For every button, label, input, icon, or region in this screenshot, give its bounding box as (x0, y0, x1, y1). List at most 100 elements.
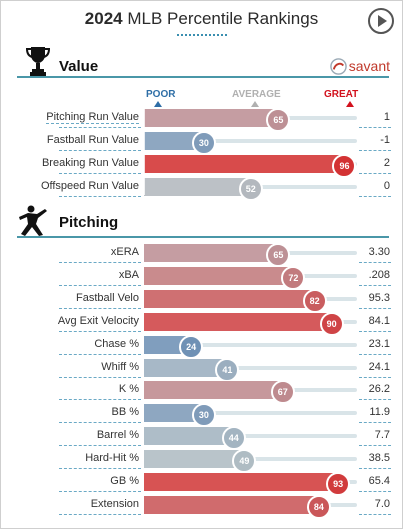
metric-label: BB % (111, 406, 139, 419)
row-divider-left (59, 173, 141, 174)
percentile-bubble[interactable]: 41 (215, 357, 240, 382)
row-divider-right (359, 330, 391, 332)
percentile-bar (144, 404, 204, 423)
percentile-bubble[interactable]: 82 (302, 288, 327, 313)
row-divider-right (359, 513, 391, 515)
percentile-bubble[interactable]: 67 (270, 380, 295, 405)
metric-label: Avg Exit Velocity (57, 314, 139, 327)
metric-label: xBA (118, 268, 139, 281)
percentile-bar (144, 109, 279, 127)
percentile-bar (144, 381, 283, 400)
scale-guide-left (144, 107, 145, 195)
metric-label: Chase % (94, 337, 139, 350)
percentile-track (144, 411, 357, 416)
metric-row: K % 67 26.2 (1, 380, 402, 405)
metric-label: Whiff % (101, 360, 139, 373)
percentile-bubble[interactable]: 65 (266, 108, 291, 132)
percentile-track (144, 139, 357, 143)
metric-label: Fastball Run Value (46, 134, 139, 146)
percentile-bar (144, 473, 339, 491)
metric-value: 65.4 (368, 475, 390, 487)
row-divider-right (359, 307, 391, 309)
row-divider-right (359, 127, 391, 128)
percentile-bubble[interactable]: 24 (179, 334, 204, 359)
percentile-bubble[interactable]: 93 (326, 472, 351, 496)
percentile-bar (144, 178, 251, 196)
row-divider-left (59, 150, 141, 151)
metric-value: .208 (368, 268, 390, 281)
scale-great-arrow (346, 101, 354, 107)
row-divider-right (359, 422, 391, 424)
row-divider-left (59, 468, 141, 470)
row-divider-left (59, 307, 141, 309)
row-divider-left (59, 196, 141, 197)
savant-link[interactable]: savant (329, 58, 390, 75)
percentile-bar (144, 266, 294, 285)
percentile-bubble[interactable]: 84 (306, 494, 331, 519)
metric-value: 84.1 (368, 314, 390, 327)
percentile-bubble[interactable]: 30 (191, 403, 216, 428)
section-rule-value (17, 76, 389, 78)
percentile-bubble[interactable]: 90 (319, 311, 344, 336)
metric-row: BB % 30 11.9 (1, 403, 402, 428)
percentile-bar (144, 427, 234, 446)
metric-row: Barrel % 44 7.7 (1, 426, 402, 451)
metric-value: 1 (383, 111, 390, 123)
percentile-bubble[interactable]: 72 (281, 265, 306, 290)
percentile-bubble[interactable]: 65 (266, 243, 291, 267)
scale-great-label: GREAT (324, 89, 359, 100)
percentile-track (144, 434, 357, 439)
metric-row: Hard-Hit % 49 38.5 (1, 449, 402, 474)
metric-value: 26.2 (368, 383, 390, 396)
metric-label: Hard-Hit % (85, 452, 139, 465)
metric-label: Barrel % (96, 429, 139, 442)
metric-label: GB % (110, 475, 139, 487)
percentile-bubble[interactable]: 96 (332, 154, 357, 178)
metric-value: 24.1 (368, 360, 390, 373)
metric-row: Offspeed Run Value 52 0 (1, 177, 402, 201)
row-divider-right (359, 468, 391, 470)
title-text: MLB Percentile Rankings (127, 9, 319, 28)
scale-poor-arrow (154, 101, 162, 107)
percentile-bar (144, 495, 319, 514)
section-title-value: Value (59, 58, 99, 75)
section-title-pitching: Pitching (59, 214, 119, 231)
percentile-bar (144, 132, 204, 150)
row-divider-left (59, 399, 141, 401)
percentile-bubble[interactable]: 44 (221, 426, 246, 451)
percentile-bubble[interactable]: 30 (191, 131, 216, 155)
metric-row: Extension 84 7.0 (1, 494, 402, 519)
metric-label: Fastball Velo (76, 291, 139, 304)
row-divider-right (359, 196, 391, 197)
row-divider-left (59, 445, 141, 447)
trophy-icon (25, 47, 51, 76)
row-divider-left (59, 262, 141, 263)
section-rule-pitching (17, 236, 389, 238)
row-divider-left (59, 422, 141, 424)
percentile-bar (144, 155, 345, 173)
row-divider-right (359, 150, 391, 151)
metric-value: 0 (383, 180, 390, 192)
play-triangle (378, 15, 387, 27)
row-divider-left (59, 284, 141, 286)
metric-label: K % (118, 383, 139, 396)
metric-label: Pitching Run Value (46, 111, 139, 124)
percentile-track (144, 342, 357, 347)
row-divider-left (59, 330, 141, 332)
metric-label: xERA (110, 246, 139, 258)
metric-value: 3.30 (368, 246, 390, 258)
scale-average-arrow (251, 101, 259, 107)
row-divider-right (359, 173, 391, 174)
row-divider-left (59, 513, 141, 515)
row-divider-right (359, 399, 391, 401)
pitcher-silhouette-icon (19, 205, 47, 236)
title-underline (177, 34, 227, 36)
percentile-bubble[interactable]: 52 (238, 177, 263, 201)
metric-value: -1 (380, 134, 390, 146)
metric-row: Whiff % 41 24.1 (1, 357, 402, 382)
play-button-icon[interactable] (368, 8, 394, 34)
metric-row: Breaking Run Value 96 2 (1, 154, 402, 178)
percentile-bubble[interactable]: 49 (232, 449, 257, 474)
metric-row: Fastball Run Value 30 -1 (1, 131, 402, 155)
